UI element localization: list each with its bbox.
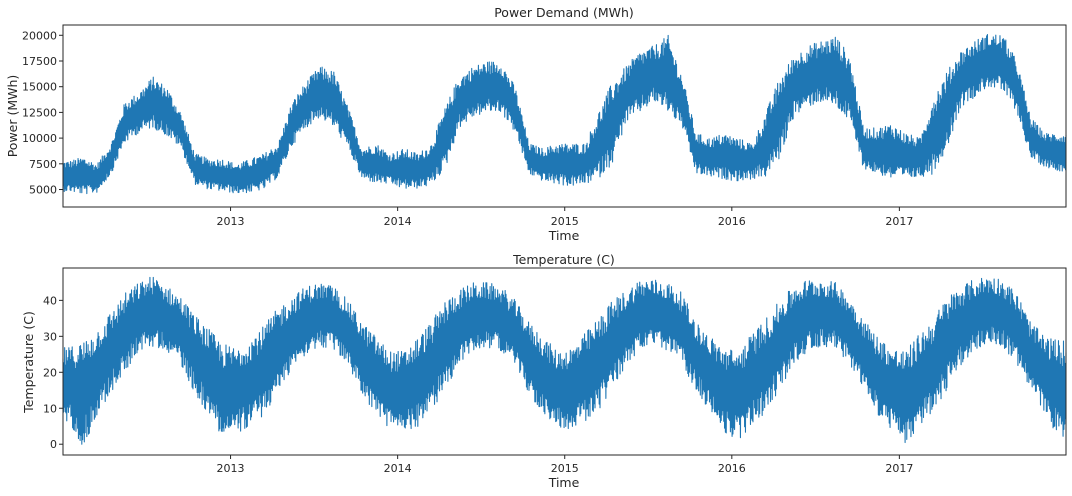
x-tick-label: 2013 — [217, 215, 245, 228]
power-y-axis-label: Power (MWh) — [5, 75, 20, 158]
power-demand-line — [62, 34, 1067, 195]
power-chart-title: Power Demand (MWh) — [494, 5, 634, 20]
y-tick-label: 5000 — [29, 184, 57, 197]
y-tick-label: 0 — [50, 438, 57, 451]
temperature-series — [62, 276, 1067, 445]
temperature-x-axis-label: Time — [548, 475, 580, 490]
x-tick-label: 2016 — [718, 462, 746, 475]
y-tick-label: 40 — [43, 294, 57, 307]
x-tick-label: 2015 — [551, 462, 579, 475]
y-tick-label: 17500 — [22, 55, 57, 68]
x-tick-label: 2014 — [384, 215, 412, 228]
power-y-ticks: 5000 7500 10000 12500 15000 17500 20000 — [22, 29, 63, 197]
temperature-y-axis-label: Temperature (C) — [21, 311, 36, 414]
y-tick-label: 12500 — [22, 106, 57, 119]
y-tick-label: 10 — [43, 402, 57, 415]
y-tick-label: 20 — [43, 366, 57, 379]
y-tick-label: 10000 — [22, 132, 57, 145]
temperature-plot-frame — [62, 267, 1067, 456]
y-tick-label: 20000 — [22, 29, 57, 42]
temperature-x-ticks: 2013 2014 2015 2016 2017 — [217, 455, 913, 475]
x-tick-label: 2017 — [885, 462, 913, 475]
temperature-panel: Temperature (C) Temperature (C) Time 0 10… — [21, 252, 1067, 490]
power-demand-panel: Power Demand (MWh) Power (MWh) Time 5000… — [5, 5, 1067, 243]
temperature-y-ticks: 0 10 20 30 40 — [43, 294, 63, 451]
x-tick-label: 2014 — [384, 462, 412, 475]
x-tick-label: 2015 — [551, 215, 579, 228]
power-plot-frame — [62, 24, 1067, 208]
power-x-ticks: 2013 2014 2015 2016 2017 — [217, 207, 913, 228]
x-tick-label: 2016 — [718, 215, 746, 228]
y-tick-label: 15000 — [22, 81, 57, 94]
x-tick-label: 2013 — [217, 462, 245, 475]
y-tick-label: 30 — [43, 330, 57, 343]
temperature-chart-title: Temperature (C) — [512, 252, 615, 267]
power-series — [62, 34, 1067, 195]
x-tick-label: 2017 — [885, 215, 913, 228]
y-tick-label: 7500 — [29, 158, 57, 171]
power-x-axis-label: Time — [548, 228, 580, 243]
temperature-line — [62, 276, 1067, 445]
